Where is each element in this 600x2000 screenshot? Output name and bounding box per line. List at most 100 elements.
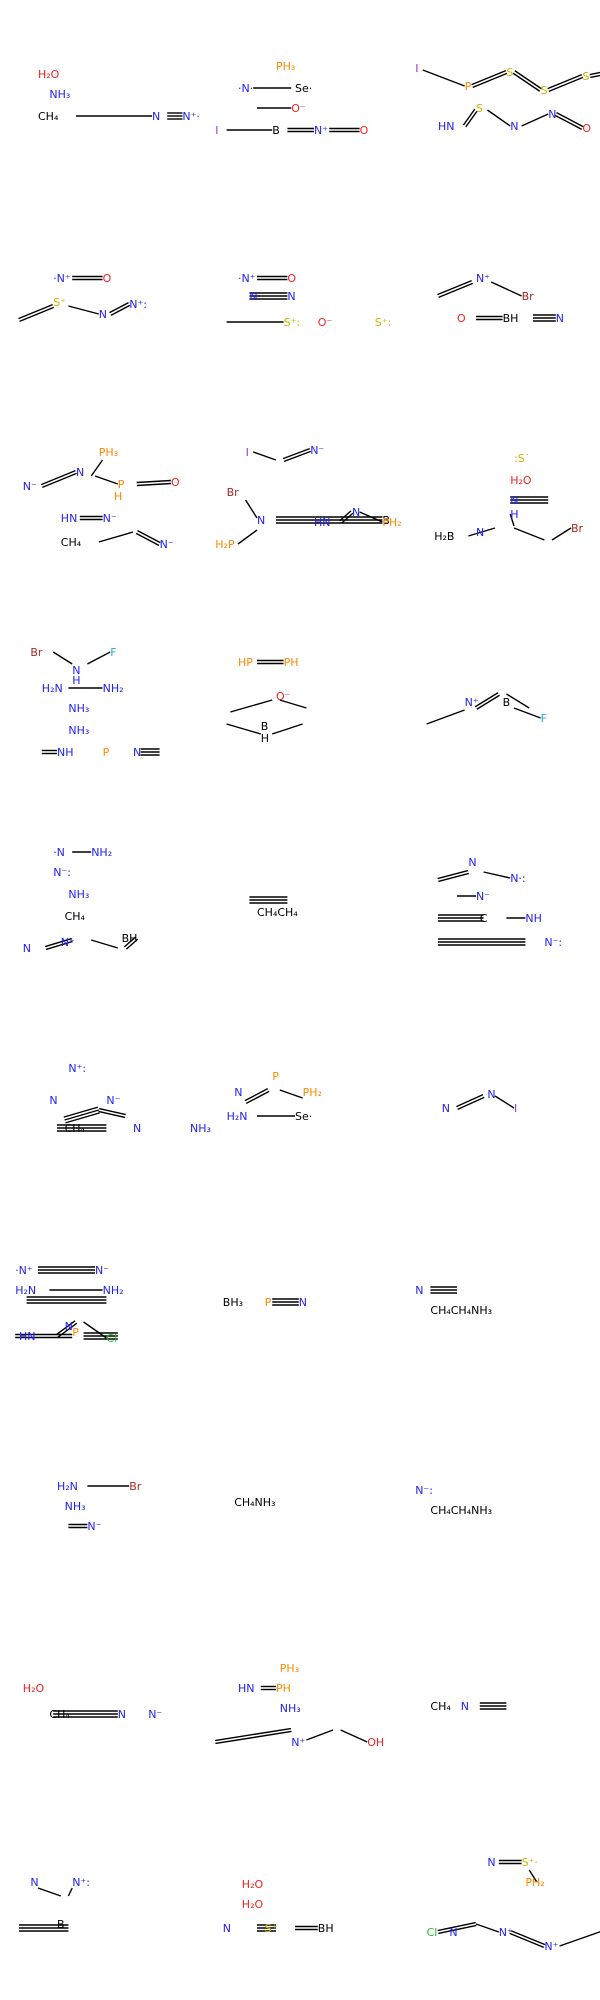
- atom-label: H₂N: [42, 682, 63, 695]
- bond-line: [426, 709, 465, 725]
- molecule-cell: H₂N Br NH₃ N⁻: [0, 1400, 200, 1600]
- bond-line: [90, 459, 104, 477]
- molecule-drawing: N N·: N⁻ C NHN⁻:: [437, 856, 562, 949]
- bond-line: [90, 939, 119, 949]
- atom-label: BH: [122, 932, 138, 945]
- bond-line: [472, 72, 508, 89]
- bond-line: [456, 1093, 484, 1108]
- molecule-cell: PH₃ N⁻ N P O H HN N⁻ CH₄ N⁻: [0, 400, 200, 600]
- atom-label: N⁻: [310, 444, 324, 457]
- bond-line: [490, 281, 522, 297]
- atom-label: I: [415, 62, 418, 75]
- bond-line: [437, 279, 472, 296]
- atom-label: H: [72, 674, 80, 687]
- bond-line: [215, 1730, 292, 1745]
- bond-line: [554, 114, 583, 130]
- molecule-drawing: N CH₄CH₄NH₃: [415, 1284, 492, 1317]
- atom-label: N⁻: [476, 890, 490, 903]
- molecule-drawing: I N⁻ Br N B H₂P HN N PH₂: [215, 444, 402, 551]
- bond-line: [509, 1932, 545, 1949]
- molecule-cell: CH₄ N: [400, 1600, 600, 1800]
- atom-label: N: [23, 942, 31, 955]
- atom-label: Br: [227, 486, 240, 499]
- molecule-drawing: N⁺ B F: [426, 692, 547, 725]
- atom-label: NH₂: [103, 1284, 124, 1297]
- atom-label: N: [223, 1922, 231, 1935]
- molecule-drawing: ·N NH₂ N⁻: NH₃ CH₄ N N⁺ BH: [23, 846, 139, 955]
- bond-line: [237, 529, 258, 545]
- atom-label: B: [57, 1918, 65, 1931]
- bond-line: [109, 302, 129, 314]
- atom-label: NH₂: [91, 846, 112, 859]
- atom-label: N: [133, 746, 141, 759]
- molecule-cell: PH₃ HN PH NH₃ N⁺ OH: [200, 1600, 400, 1800]
- bond-line: [230, 699, 273, 713]
- bond-line: [510, 1929, 546, 1946]
- atom-label: HN: [314, 516, 331, 529]
- atom-label: P: [72, 1326, 79, 1339]
- molecule-cell: N N⁺: B: [0, 1800, 200, 2000]
- molecule-cell: N⁻: CH₄CH₄NH₃: [400, 1400, 600, 1600]
- atom-label: N⁺: [465, 696, 479, 709]
- atom-label: N: [476, 526, 484, 539]
- bond-line: [340, 1729, 368, 1743]
- bond-line: [513, 707, 541, 719]
- atom-label: H₂O: [510, 474, 532, 487]
- atom-label: N: [76, 466, 84, 479]
- atom-label: S: [476, 102, 483, 115]
- atom-label: NH₃: [68, 702, 89, 715]
- atom-label: I: [215, 124, 218, 137]
- atom-label: ·N: [53, 846, 65, 859]
- molecule-cell: HP PH O⁻ B H: [200, 600, 400, 800]
- bond-line: [471, 69, 507, 86]
- atom-label: S⁺:: [284, 316, 301, 329]
- atom-label: N⁺: [61, 936, 75, 949]
- bond-line: [68, 305, 99, 315]
- bond-line: [465, 110, 478, 128]
- atom-label: I: [246, 446, 249, 459]
- atom-label: N⁻: [87, 1520, 101, 1533]
- atom-label: CH₄: [65, 1122, 86, 1135]
- atom-label: NH₃: [68, 724, 89, 737]
- atom-label: CH₄: [430, 1700, 451, 1713]
- bond-line: [474, 692, 499, 708]
- bond-line: [437, 1921, 476, 1932]
- bond-line: [468, 527, 496, 537]
- bond-line: [44, 937, 72, 948]
- molecule-cell: N⁺ Br O BH N: [400, 200, 600, 400]
- atom-label: CH₄NH₃: [234, 1496, 275, 1509]
- atom-label: Br: [129, 1480, 142, 1493]
- atom-label: N⁺: [499, 1926, 513, 1939]
- bond-line: [45, 940, 73, 951]
- atom-label: P: [103, 746, 110, 759]
- atom-label: NH₃: [65, 1500, 86, 1513]
- atom-label: Cl: [106, 1332, 117, 1345]
- atom-label: S: [582, 70, 589, 83]
- bond-line: [83, 1321, 107, 1339]
- atom-label: F: [110, 646, 116, 659]
- atom-label: B: [261, 720, 269, 733]
- molecule-drawing: ·N⁺ ON NS⁺: O⁻ S⁺:: [226, 272, 391, 329]
- bond-line: [438, 872, 469, 883]
- atom-label: H₂B: [434, 530, 454, 543]
- atom-label: O⁻: [276, 690, 291, 703]
- molecule-cell: H₂O CH₄ N N⁻: [0, 1600, 200, 1800]
- atom-label: B: [382, 514, 390, 527]
- bond-line: [551, 527, 572, 541]
- bond-line: [509, 513, 515, 527]
- molecule-cell: N CH₄CH₄NH₃: [400, 1200, 600, 1400]
- bond-line: [67, 1887, 73, 1897]
- bond-line: [559, 1931, 600, 1947]
- bond-line: [64, 1109, 99, 1121]
- bond-line: [98, 1107, 126, 1116]
- atom-label: BH: [318, 1922, 334, 1935]
- atom-label: ·N⁺: [53, 272, 71, 285]
- atom-label: N: [118, 1708, 126, 1721]
- bond-line: [42, 472, 77, 489]
- atom-label: Cl: [427, 1926, 438, 1939]
- bond-line: [548, 76, 584, 93]
- atom-label: H: [114, 490, 122, 503]
- molecule-cell: N⁺ B F: [400, 600, 600, 800]
